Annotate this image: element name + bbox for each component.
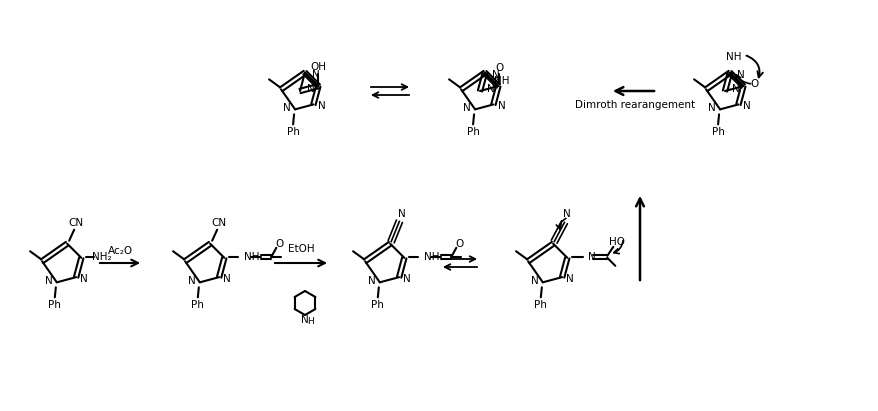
Text: Ph: Ph (466, 127, 479, 137)
Text: N: N (80, 274, 88, 284)
Text: N: N (223, 274, 231, 284)
Text: N: N (731, 84, 739, 94)
Text: Ph: Ph (286, 127, 299, 137)
Text: N: N (283, 103, 291, 113)
Text: Ph: Ph (534, 300, 547, 310)
Text: N: N (463, 103, 471, 113)
Text: N: N (562, 209, 570, 219)
Text: N: N (742, 102, 750, 111)
Text: Ac₂O: Ac₂O (107, 246, 133, 256)
Text: O: O (750, 79, 758, 89)
Text: N: N (45, 276, 53, 286)
Text: Ph: Ph (191, 300, 204, 310)
Text: N: N (708, 103, 716, 113)
Text: H: H (307, 316, 314, 326)
Text: OH: OH (310, 62, 326, 72)
Text: N: N (587, 252, 595, 262)
Text: O: O (455, 239, 463, 249)
Text: N: N (530, 276, 538, 286)
Text: N: N (368, 276, 375, 286)
Text: Ph: Ph (371, 300, 384, 310)
Text: N: N (403, 274, 411, 284)
Text: Ph: Ph (711, 127, 723, 137)
Text: N: N (736, 69, 744, 80)
Text: Ph: Ph (48, 300, 61, 310)
Text: N: N (317, 102, 325, 111)
Text: NH: NH (493, 76, 509, 86)
Text: CN: CN (212, 218, 227, 228)
Text: EtOH: EtOH (287, 244, 314, 254)
Text: HO: HO (608, 237, 624, 247)
Text: N: N (188, 276, 196, 286)
Text: N: N (497, 102, 505, 111)
Text: N: N (306, 84, 314, 94)
Text: N: N (486, 84, 494, 94)
Text: N: N (565, 274, 573, 284)
Text: NH: NH (725, 52, 741, 62)
Text: NH: NH (244, 252, 260, 262)
Text: N: N (397, 209, 405, 219)
Text: Dimroth rearangement: Dimroth rearangement (574, 100, 694, 110)
Text: O: O (275, 239, 283, 249)
Text: NH₂: NH₂ (91, 252, 111, 262)
Text: O: O (494, 63, 503, 73)
Text: N: N (492, 69, 499, 80)
Text: N: N (312, 69, 320, 80)
Text: CN: CN (68, 218, 83, 228)
Text: N: N (301, 315, 308, 325)
Text: NH: NH (424, 252, 439, 262)
